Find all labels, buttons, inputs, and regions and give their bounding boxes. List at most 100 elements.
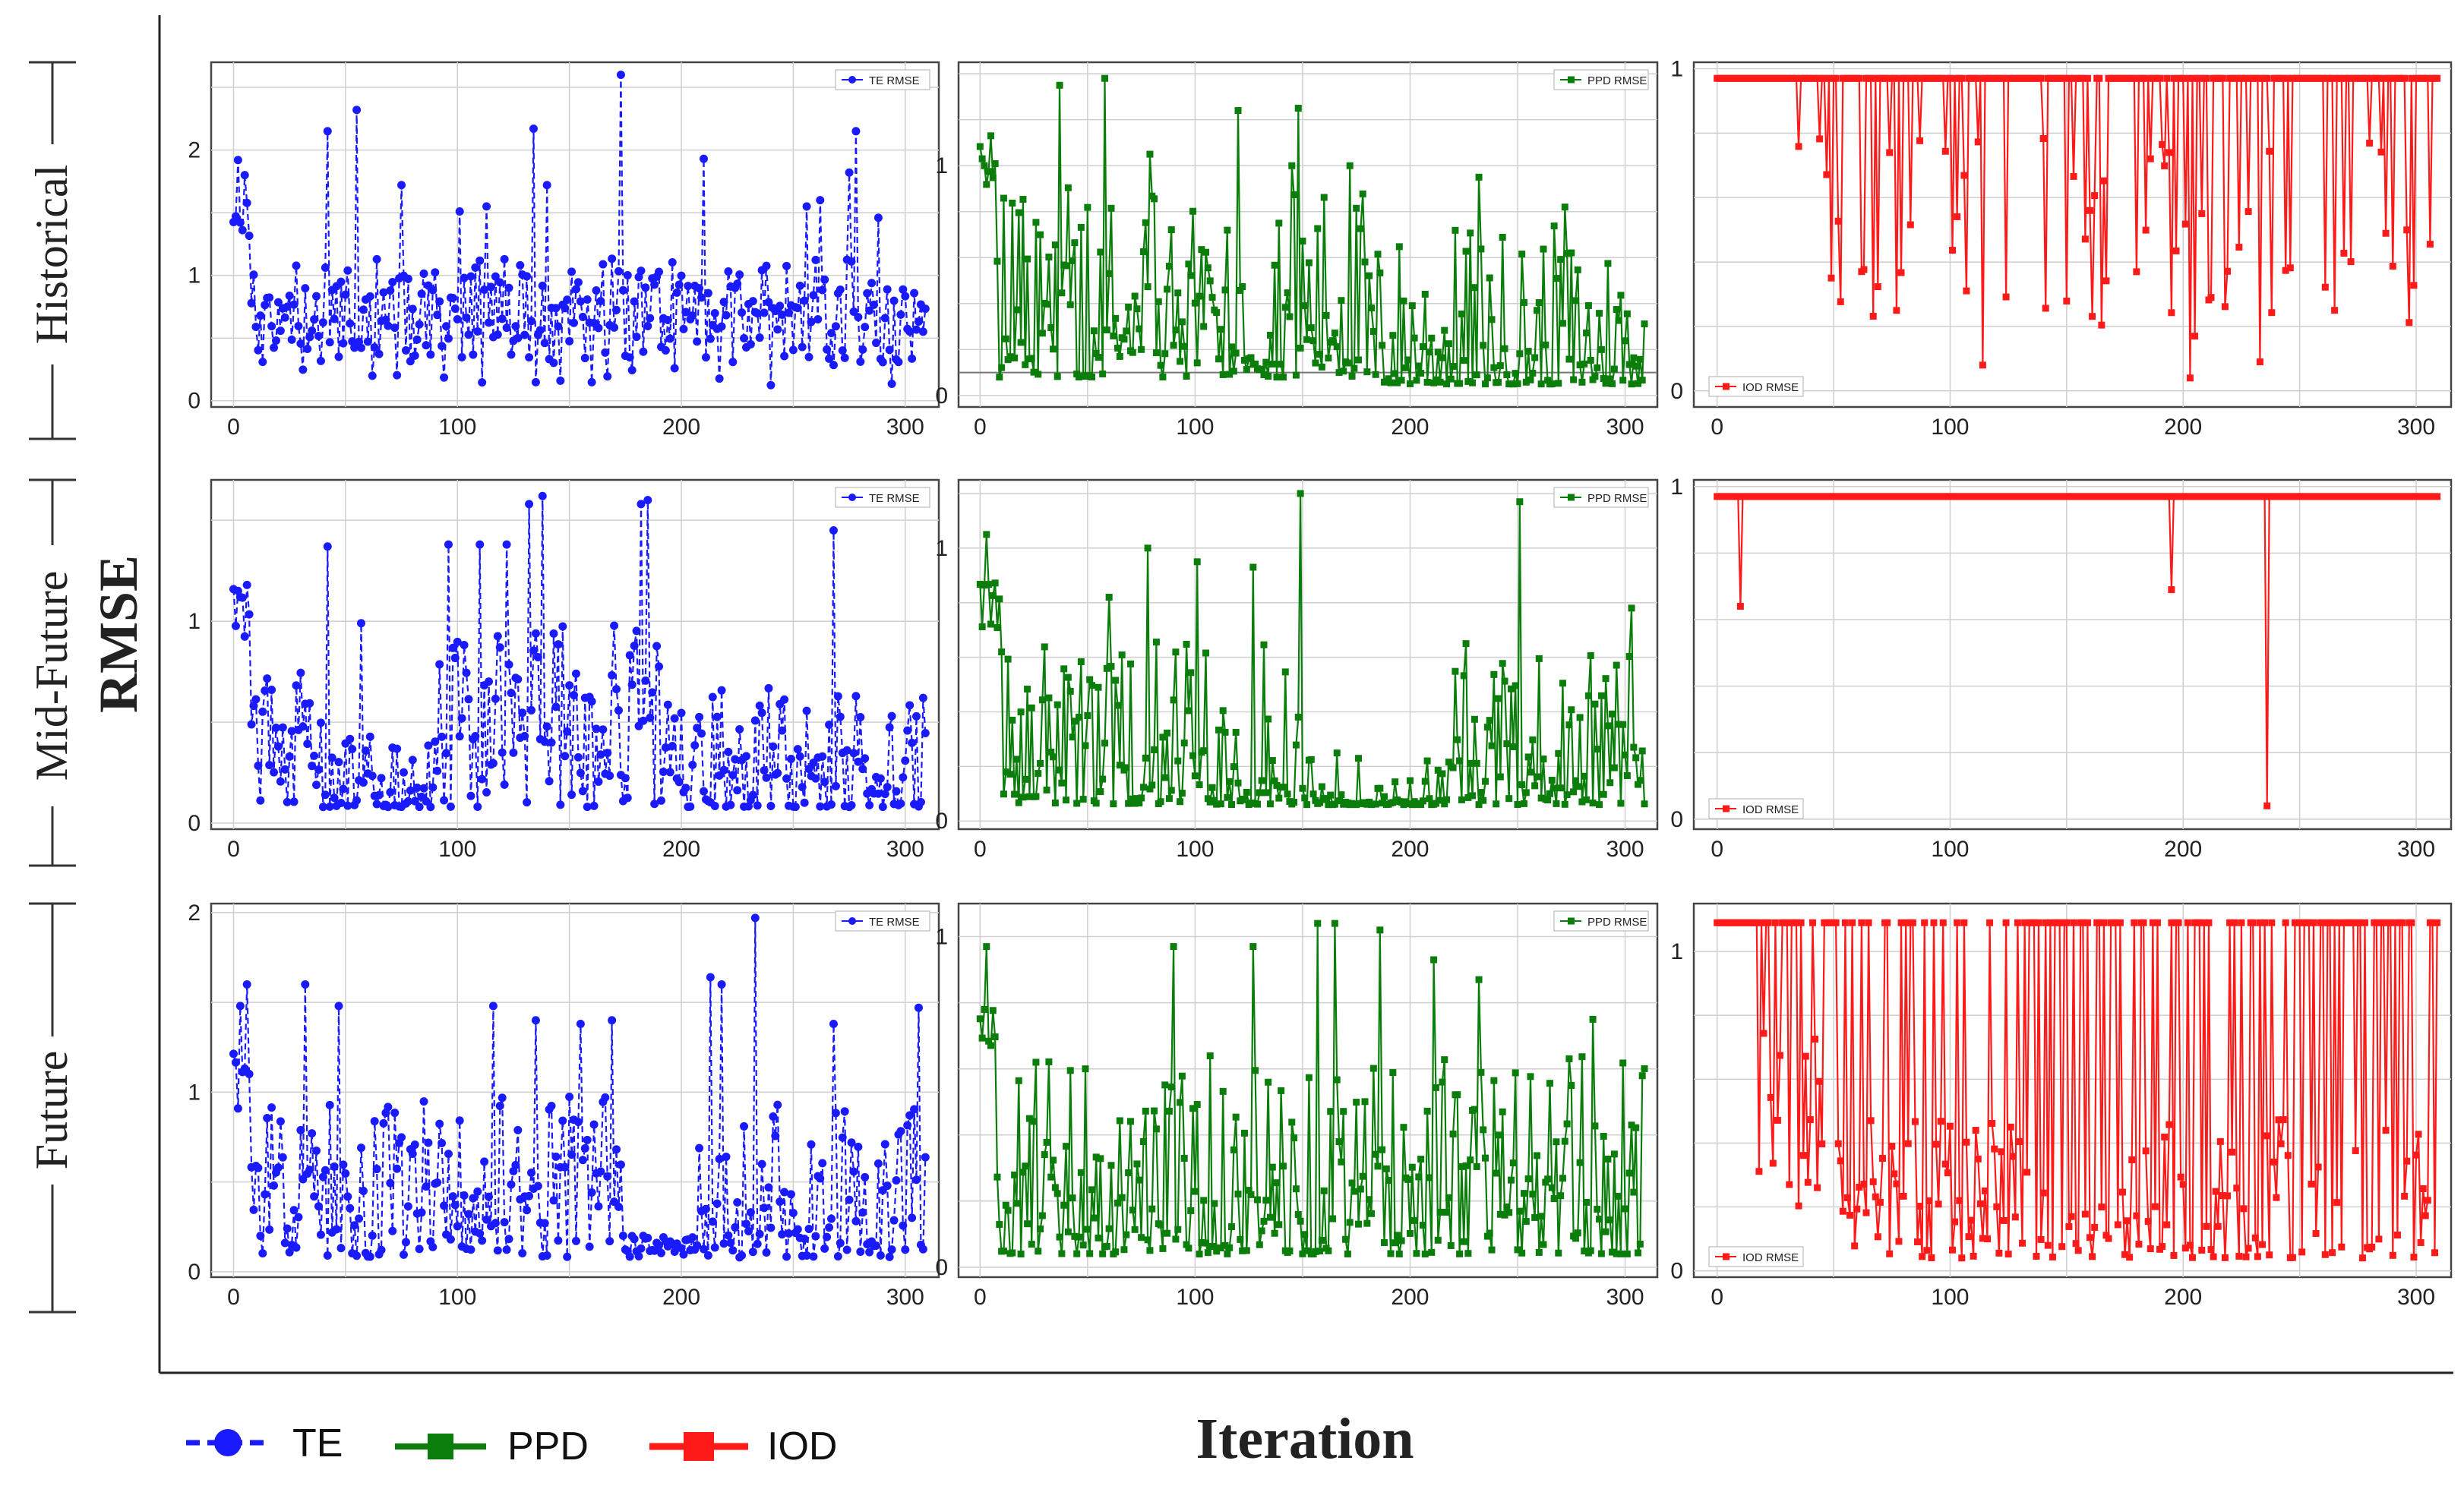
- data-point: [570, 691, 579, 700]
- data-point: [1935, 1200, 1942, 1208]
- data-point: [1157, 798, 1164, 806]
- data-point: [334, 758, 343, 767]
- data-point: [1432, 376, 1439, 383]
- data-point: [738, 308, 747, 317]
- data-point: [1632, 754, 1640, 762]
- data-point: [655, 267, 664, 276]
- data-point: [2331, 307, 2339, 314]
- data-point: [1266, 1213, 1274, 1221]
- data-point: [1073, 1250, 1081, 1257]
- data-point: [529, 646, 538, 655]
- data-point: [1219, 371, 1227, 378]
- data-point: [614, 1202, 623, 1211]
- data-point: [2168, 309, 2175, 317]
- data-point: [1030, 1118, 1038, 1125]
- data-point: [778, 1230, 787, 1239]
- data-point: [287, 727, 296, 736]
- data-point: [1557, 1192, 1565, 1200]
- data-point: [800, 1234, 809, 1243]
- data-point: [273, 1163, 283, 1172]
- data-point: [1379, 800, 1386, 807]
- data-point: [1878, 1155, 1886, 1162]
- data-point: [2417, 1238, 2425, 1246]
- data-point: [1045, 694, 1053, 702]
- data-point: [1318, 363, 1325, 371]
- data-point: [762, 773, 771, 782]
- data-point: [1570, 788, 1578, 796]
- data-point: [267, 686, 276, 695]
- data-point: [450, 304, 460, 313]
- data-point: [1555, 1249, 1562, 1257]
- data-point: [1589, 800, 1597, 807]
- data-point: [457, 352, 466, 361]
- data-point: [1423, 1107, 1431, 1115]
- data-point: [316, 1230, 325, 1239]
- data-point: [580, 354, 589, 363]
- data-point: [816, 1174, 825, 1183]
- data-point: [1299, 237, 1306, 244]
- data-point: [2203, 1222, 2210, 1230]
- data-point: [899, 285, 908, 294]
- data-point: [1260, 641, 1268, 648]
- data-point: [1531, 354, 1539, 361]
- data-point: [1449, 1131, 1457, 1138]
- data-point: [699, 787, 708, 796]
- x-tick-label: 200: [662, 1285, 700, 1310]
- data-point: [1294, 713, 1302, 721]
- data-point: [1774, 1116, 1781, 1124]
- data-point: [410, 351, 419, 360]
- data-point: [1380, 793, 1388, 800]
- data-point: [668, 741, 677, 750]
- y-tick-label: 0: [1670, 1259, 1683, 1284]
- data-point: [2310, 919, 2317, 926]
- data-point: [1522, 378, 1530, 386]
- data-point: [1363, 1219, 1371, 1227]
- data-point: [2196, 74, 2203, 82]
- data-point: [1095, 354, 1102, 361]
- data-point: [2431, 1249, 2439, 1257]
- data-point: [1164, 1229, 1171, 1237]
- data-point: [1157, 361, 1164, 369]
- data-point: [469, 1194, 478, 1203]
- data-point: [592, 724, 601, 733]
- x-tick-label: 200: [1391, 415, 1429, 440]
- data-point: [1064, 184, 1072, 191]
- panel-legend-label: TE RMSE: [869, 74, 920, 87]
- data-point: [989, 1007, 997, 1014]
- data-point: [1090, 327, 1098, 335]
- data-point: [816, 802, 825, 811]
- data-point: [1965, 1233, 1973, 1241]
- data-point: [1853, 1205, 1861, 1213]
- data-point: [1395, 1250, 1403, 1257]
- data-point: [2184, 919, 2191, 926]
- data-point: [1514, 801, 1521, 809]
- data-point: [327, 753, 336, 762]
- data-point: [1976, 1200, 1984, 1207]
- data-point: [1421, 290, 1429, 298]
- data-point: [2403, 226, 2411, 234]
- data-point: [1151, 746, 1158, 753]
- data-point: [475, 540, 485, 549]
- data-point: [1423, 378, 1431, 386]
- data-point: [793, 304, 802, 313]
- data-point: [1037, 1226, 1044, 1233]
- data-point: [1234, 779, 1242, 787]
- data-point: [573, 278, 583, 287]
- data-point: [314, 1202, 323, 1211]
- data-point: [2266, 1251, 2273, 1259]
- data-point: [1331, 800, 1338, 808]
- data-point: [867, 279, 877, 288]
- data-point: [1602, 380, 1609, 387]
- data-point: [757, 1159, 766, 1169]
- data-point: [267, 1103, 276, 1112]
- data-point: [1392, 1239, 1399, 1247]
- data-point: [542, 1251, 551, 1260]
- data-point: [1107, 663, 1115, 670]
- data-point: [766, 1223, 776, 1232]
- data-point: [1136, 325, 1143, 333]
- data-point: [310, 315, 319, 324]
- data-point: [1185, 707, 1193, 715]
- y-tick-label: 0: [935, 809, 948, 834]
- data-point: [616, 1160, 625, 1169]
